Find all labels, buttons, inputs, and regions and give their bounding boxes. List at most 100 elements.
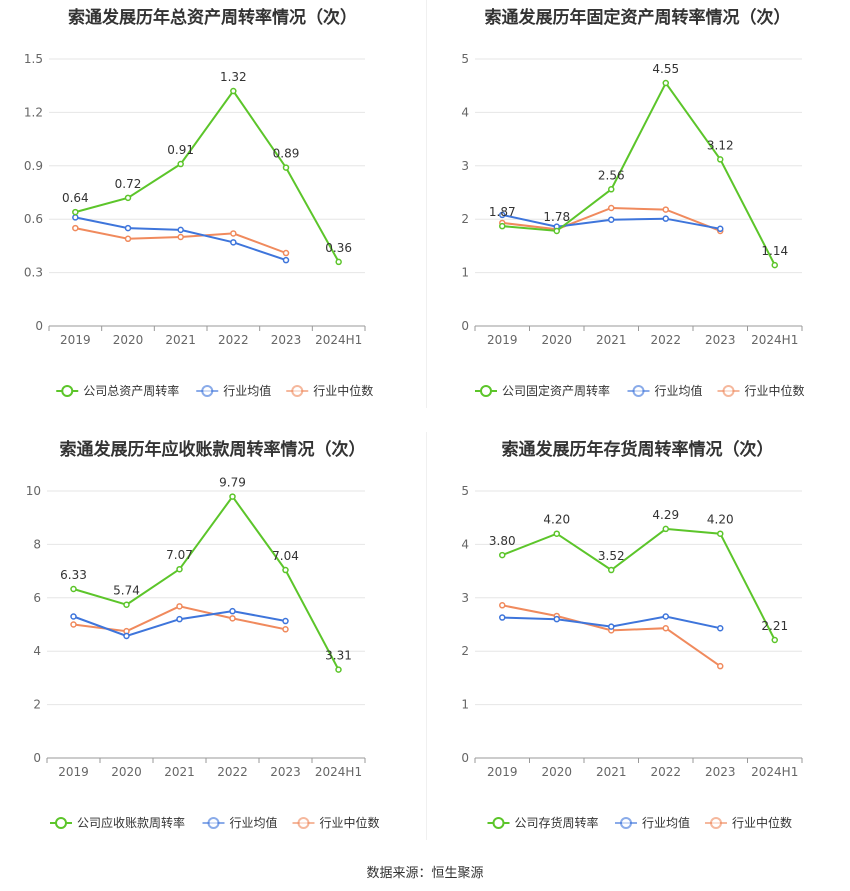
x-tick-label: 2019 [487,333,518,347]
x-tick-label: 2019 [487,765,518,779]
x-tick-label: 2023 [271,333,302,347]
y-tick-label: 1 [461,698,469,712]
y-tick-label: 3 [461,591,469,605]
data-point [499,211,506,219]
y-tick-label: 1 [461,266,469,280]
data-point [499,602,506,609]
data-point [608,204,615,212]
legend-swatch-marker [61,385,74,397]
legend-label: 行业中位数 [313,383,373,398]
data-point [230,230,237,237]
legend-swatch-marker [55,817,67,829]
data-point [282,164,290,171]
data-point [176,615,183,623]
data-point [717,662,724,670]
data-point [70,613,77,620]
chart-total-asset-turnover: 索通发展历年总资产周转率情况（次） 0 0.3 0.6 0.9 1.2 1.5 2019 20… [0,0,425,415]
data-point [717,156,724,163]
data-point [282,617,289,625]
data-point [124,224,132,232]
data-point [553,530,560,537]
legend-label: 行业均值 [655,383,703,398]
vertical-divider [426,0,427,408]
data-label: 1.14 [761,244,788,258]
data-point [230,239,237,246]
data-label: 0.72 [115,177,142,191]
y-tick-label: 6 [33,591,41,605]
data-label: 9.79 [219,476,246,490]
data-point [335,258,342,266]
legend-swatch-marker [297,817,310,829]
data-label: 1.32 [220,70,247,84]
x-tick-label: 2022 [650,765,681,779]
data-point [230,87,237,95]
chart-title: 索通发展历年应收账款周转率情况（次） [59,440,366,460]
data-point [662,79,669,87]
data-point [177,226,184,234]
legend-label: 公司存货周转率 [515,815,599,830]
data-point [177,233,184,241]
data-point [124,194,132,202]
data-label: 4.20 [543,513,570,527]
y-tick-label: 1.5 [24,52,43,66]
data-point [499,222,506,230]
chart-svg: 0 1 2 3 4 5 2019 2020 2021 2022 2023 2024H1 3.80 4.20… [461,484,803,830]
data-point [282,566,289,574]
data-point [662,624,669,632]
data-point [553,615,560,623]
y-tick-label: 0 [461,319,469,333]
y-tick-label: 0 [33,751,41,765]
y-tick-label: 0.3 [24,266,43,280]
data-label: 4.29 [652,508,679,522]
series-line-0 [75,89,340,263]
legend-label: 公司应收账款周转率 [77,815,185,830]
data-point [282,256,290,264]
x-tick-label: 2023 [705,765,736,779]
y-tick-label: 2 [461,212,469,226]
data-point [499,614,506,621]
data-label: 7.04 [272,549,299,563]
data-point [282,249,290,257]
data-point [72,208,79,216]
data-label: 0.36 [325,241,352,255]
chart-svg: 0 0.3 0.6 0.9 1.2 1.5 2019 2020 2021 2022 2023 2024… [24,52,373,398]
chart-title: 索通发展历年固定资产周转率情况（次） [484,8,791,28]
data-label: 1.87 [489,205,516,219]
x-tick-label: 2021 [164,765,195,779]
y-tick-label: 5 [461,484,469,498]
data-point [662,613,669,620]
data-point [553,227,560,235]
data-point [608,216,615,223]
legend-swatch-marker [632,385,645,397]
x-tick-label: 2020 [541,765,572,779]
y-tick-label: 0.9 [24,159,43,173]
series-line-0 [502,81,776,266]
legend-label: 行业中位数 [745,383,805,398]
y-tick-label: 3 [461,159,469,173]
data-point [717,225,724,233]
vertical-divider [426,432,427,840]
data-point [70,621,77,628]
data-point [72,224,79,232]
series-line-0 [501,527,776,641]
data-label: 0.89 [273,147,300,161]
x-tick-label: 2021 [596,333,627,347]
data-point [282,626,289,633]
x-tick-label: 2024H1 [315,765,362,779]
y-tick-label: 4 [33,644,41,658]
data-point [229,615,236,622]
x-tick-label: 2019 [58,765,89,779]
legend-label: 公司固定资产周转率 [502,383,610,398]
data-label: 2.56 [598,168,625,182]
legend-label: 行业均值 [230,815,278,830]
data-source: 数据来源：恒生聚源 [366,866,484,881]
data-point [70,585,77,593]
chart-svg: 0 2 4 6 8 10 2019 2020 2021 2022 2023 2024H1 6.33 5.7… [26,476,380,830]
data-point [123,601,130,608]
data-point [177,160,184,168]
x-tick-label: 2022 [650,333,681,347]
data-label: 3.80 [489,534,516,548]
data-point [608,623,615,630]
data-point [124,235,132,243]
legend-swatch-marker [291,385,304,397]
